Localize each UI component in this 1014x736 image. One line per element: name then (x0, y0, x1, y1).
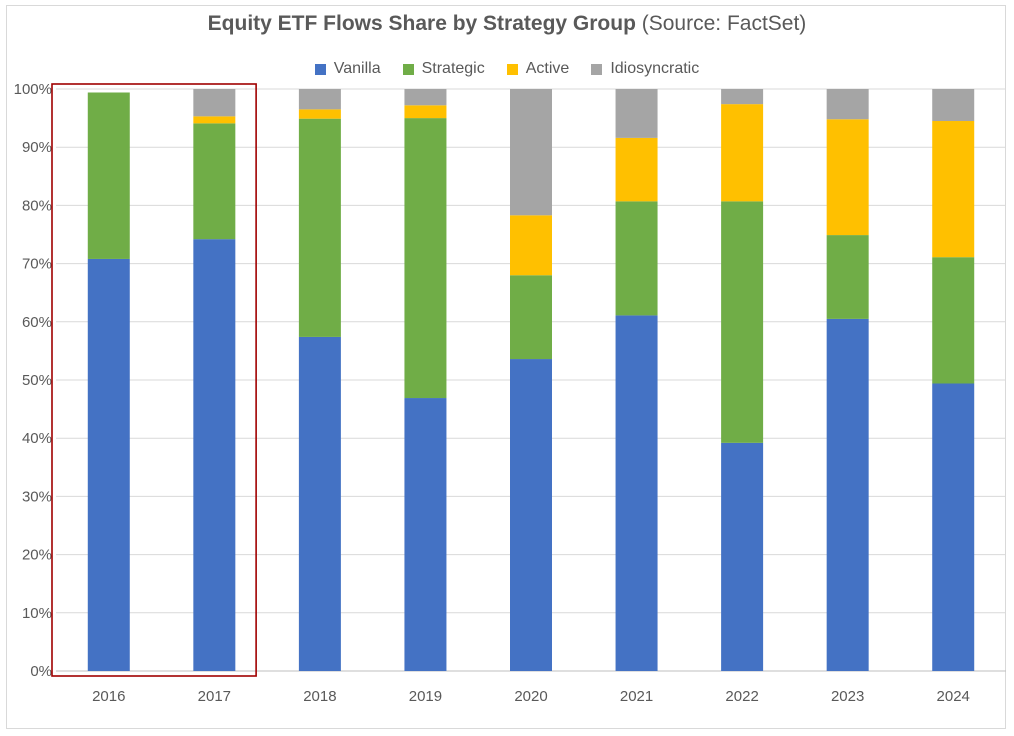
bar-active-2024 (932, 121, 975, 258)
bar-idiosyncratic-2019 (404, 89, 447, 106)
bar-idiosyncratic-2017 (193, 89, 236, 117)
x-tick-label: 2016 (92, 688, 125, 705)
bar-active-2018 (298, 109, 341, 119)
legend-label: Strategic (421, 60, 485, 77)
legend: Vanilla Strategic Active Idiosyncratic (0, 60, 1014, 78)
bar-strategic-2018 (298, 118, 341, 337)
x-tick-label: 2023 (831, 688, 864, 705)
x-tick-label: 2024 (937, 688, 970, 705)
legend-swatch (506, 63, 518, 75)
bar-strategic-2019 (404, 118, 447, 399)
bar-strategic-2024 (932, 257, 975, 384)
x-tick-label: 2021 (620, 688, 653, 705)
x-tick-label: 2017 (198, 688, 231, 705)
legend-label: Idiosyncratic (610, 60, 700, 77)
bar-strategic-2023 (826, 235, 869, 319)
bar-vanilla-2024 (932, 383, 975, 671)
bar-vanilla-2017 (193, 239, 236, 671)
y-tick-label: 90% (22, 139, 52, 156)
bar-vanilla-2022 (721, 442, 764, 671)
legend-swatch (591, 63, 603, 75)
bar-vanilla-2018 (298, 336, 341, 671)
legend-label: Vanilla (333, 60, 381, 77)
bar-active-2023 (826, 119, 869, 236)
bar-vanilla-2021 (615, 315, 658, 671)
bar-strategic-2020 (510, 275, 552, 360)
legend-swatch (314, 63, 326, 75)
x-tick-label: 2022 (725, 688, 758, 705)
y-tick-label: 40% (22, 430, 52, 447)
legend-label: Active (525, 60, 570, 77)
bar-active-2020 (510, 215, 552, 276)
y-tick-label: 10% (22, 605, 52, 622)
bar-vanilla-2023 (826, 318, 869, 671)
y-tick-label: 50% (22, 372, 52, 389)
bar-idiosyncratic-2023 (826, 89, 869, 120)
bar-strategic-2016 (87, 92, 130, 259)
y-tick-label: 80% (22, 197, 52, 214)
chart-title-source: (Source: FactSet) (641, 12, 807, 35)
y-tick-label: 60% (22, 314, 52, 331)
bar-strategic-2021 (615, 201, 658, 316)
bar-idiosyncratic-2021 (615, 89, 658, 138)
highlight-box (51, 83, 257, 677)
y-tick-label: 0% (30, 663, 52, 680)
bar-idiosyncratic-2018 (298, 89, 341, 110)
legend-swatch (402, 63, 414, 75)
y-tick-label: 100% (14, 81, 52, 98)
bar-idiosyncratic-2024 (932, 89, 975, 122)
x-tick-label: 2018 (303, 688, 336, 705)
legend-item-vanilla: Vanilla (314, 60, 381, 78)
bar-vanilla-2016 (87, 258, 130, 671)
bar-active-2017 (193, 116, 236, 124)
bar-active-2022 (721, 104, 764, 202)
bar-vanilla-2019 (404, 398, 447, 671)
chart-title: Equity ETF Flows Share by Strategy Group… (0, 12, 1014, 36)
legend-item-active: Active (506, 60, 570, 78)
x-tick-label: 2019 (409, 688, 442, 705)
bar-active-2021 (615, 137, 658, 202)
legend-item-idiosyncratic: Idiosyncratic (591, 60, 699, 78)
legend-item-strategic: Strategic (402, 60, 485, 78)
bar-vanilla-2020 (510, 359, 552, 671)
x-tick-label: 2020 (514, 688, 547, 705)
bar-active-2019 (404, 105, 447, 119)
y-tick-label: 20% (22, 547, 52, 564)
bar-idiosyncratic-2020 (510, 89, 552, 216)
bar-strategic-2022 (721, 201, 764, 443)
y-tick-label: 30% (22, 488, 52, 505)
chart-title-main: Equity ETF Flows Share by Strategy Group (207, 12, 636, 35)
bar-strategic-2017 (193, 123, 236, 240)
y-tick-label: 70% (22, 256, 52, 273)
bar-idiosyncratic-2022 (721, 89, 764, 105)
